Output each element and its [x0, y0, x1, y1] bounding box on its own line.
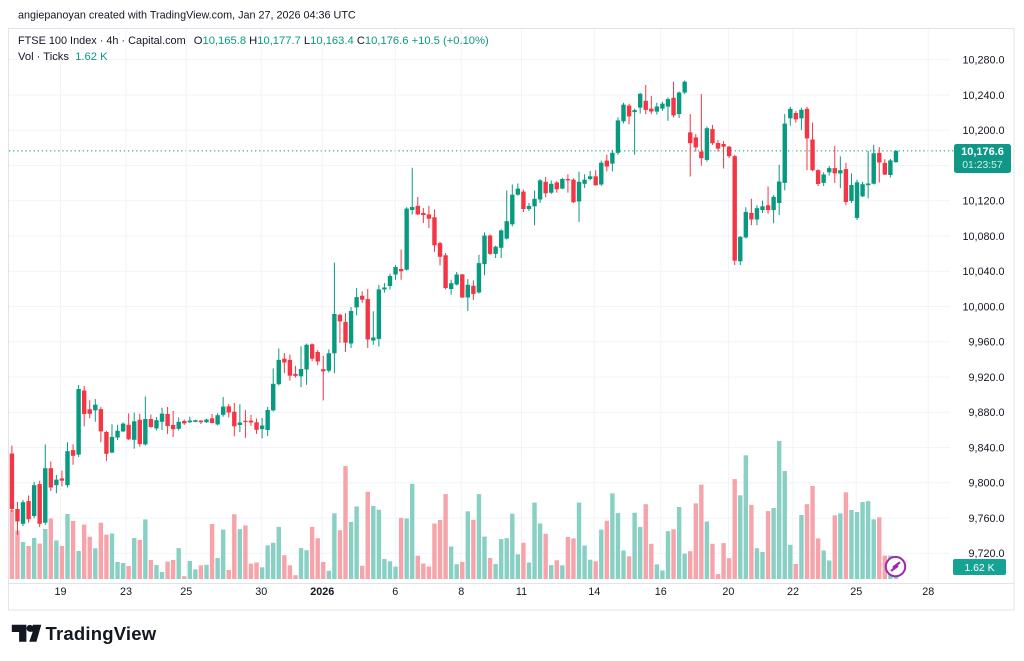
- svg-text:10,200.0: 10,200.0: [962, 125, 1004, 137]
- svg-text:25: 25: [850, 586, 862, 598]
- svg-text:10,000.0: 10,000.0: [962, 301, 1004, 313]
- svg-text:FTSE 100 Index · 4h · Capital.: FTSE 100 Index · 4h · Capital.com: [18, 35, 186, 47]
- svg-text:9,840.0: 9,840.0: [968, 442, 1004, 454]
- svg-text:10,176.6: 10,176.6: [961, 146, 1004, 158]
- svg-text:9,880.0: 9,880.0: [968, 407, 1004, 419]
- svg-text:10,280.0: 10,280.0: [962, 55, 1004, 67]
- svg-text:25: 25: [180, 586, 192, 598]
- svg-text:TradingView: TradingView: [46, 623, 157, 644]
- svg-text:angiepanoyan created with Trad: angiepanoyan created with TradingView.co…: [18, 9, 356, 21]
- svg-text:22: 22: [787, 586, 799, 598]
- svg-text:16: 16: [655, 586, 667, 598]
- svg-text:23: 23: [120, 586, 132, 598]
- svg-text:9,960.0: 9,960.0: [968, 337, 1004, 349]
- svg-text:30: 30: [255, 586, 267, 598]
- svg-text:2026: 2026: [310, 586, 334, 598]
- svg-text:6: 6: [392, 586, 398, 598]
- svg-text:20: 20: [722, 586, 734, 598]
- svg-text:11: 11: [516, 586, 527, 598]
- svg-text:Vol · Ticks: Vol · Ticks: [18, 51, 69, 63]
- svg-text:10,040.0: 10,040.0: [962, 266, 1004, 278]
- svg-text:01:23:57: 01:23:57: [962, 160, 1003, 171]
- svg-text:10,240.0: 10,240.0: [962, 90, 1004, 102]
- svg-text:9,720.0: 9,720.0: [968, 548, 1004, 560]
- svg-text:1.62 K: 1.62 K: [75, 51, 108, 63]
- svg-text:10,120.0: 10,120.0: [962, 196, 1004, 208]
- svg-text:1.62 K: 1.62 K: [964, 563, 994, 574]
- svg-text:10,080.0: 10,080.0: [962, 231, 1004, 243]
- svg-text:9,760.0: 9,760.0: [968, 513, 1004, 525]
- svg-text:9,800.0: 9,800.0: [968, 478, 1004, 490]
- svg-text:8: 8: [458, 586, 464, 598]
- svg-text:14: 14: [588, 586, 600, 598]
- svg-text:O10,165.8 H10,177.7 L10,163.4: O10,165.8 H10,177.7 L10,163.4 C10,176.6 …: [194, 35, 489, 47]
- svg-text:19: 19: [54, 586, 66, 598]
- svg-text:28: 28: [922, 586, 934, 598]
- svg-text:9,920.0: 9,920.0: [968, 372, 1004, 384]
